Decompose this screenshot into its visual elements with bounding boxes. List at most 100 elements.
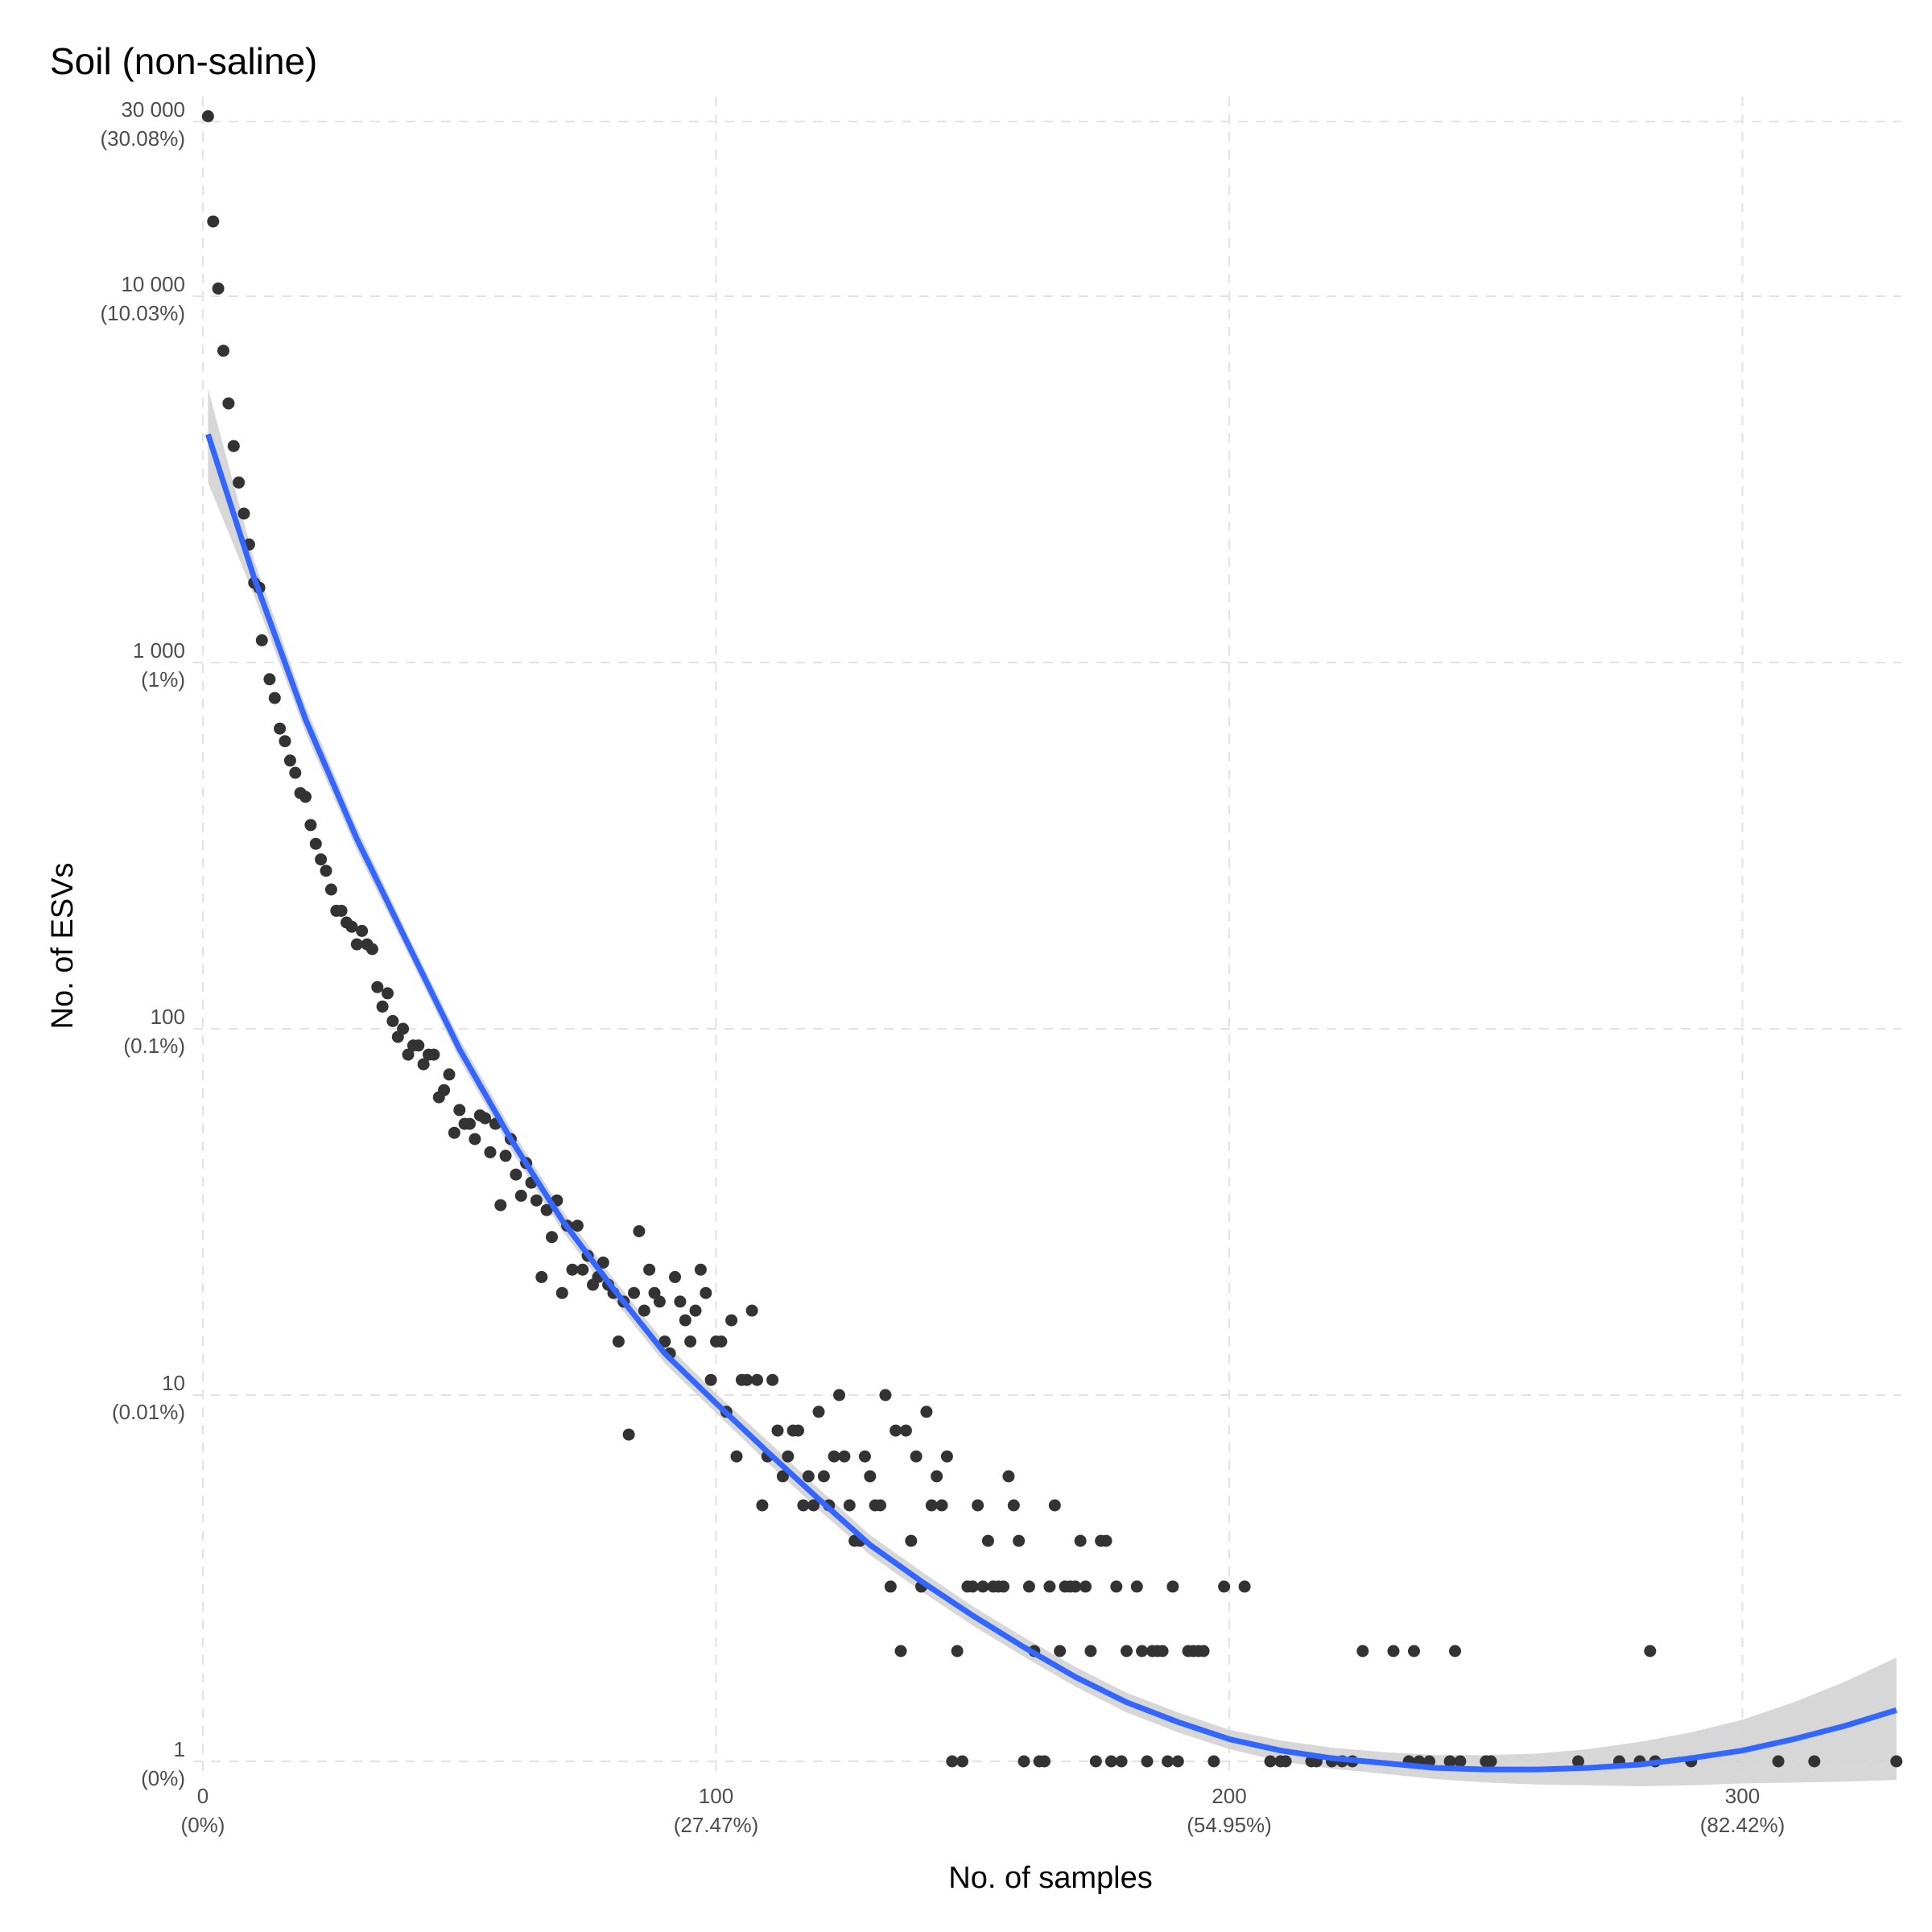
- data-point: [669, 1270, 681, 1283]
- y-tick-sublabel: (0.01%): [112, 1400, 185, 1424]
- data-point: [320, 865, 332, 877]
- data-point: [1197, 1645, 1210, 1657]
- fit-line: [205, 433, 1897, 1773]
- data-point: [997, 1580, 1009, 1593]
- x-tick-sublabel: (27.47%): [674, 1813, 759, 1837]
- data-point: [771, 1424, 784, 1437]
- data-point: [1208, 1755, 1220, 1768]
- data-point: [571, 1220, 584, 1232]
- data-point: [201, 109, 214, 122]
- data-point: [956, 1755, 968, 1768]
- x-axis-title: No. of samples: [948, 1861, 1152, 1895]
- data-point: [628, 1286, 640, 1299]
- y-tick-sublabel: (30.08%): [101, 126, 186, 151]
- data-point: [263, 673, 276, 686]
- data-point: [946, 1755, 959, 1768]
- data-point: [1484, 1755, 1497, 1768]
- data-point: [1166, 1580, 1179, 1593]
- data-point: [417, 1058, 430, 1071]
- data-point: [1156, 1645, 1169, 1657]
- data-point: [910, 1450, 923, 1463]
- data-point: [658, 1335, 671, 1348]
- data-point: [237, 507, 250, 520]
- data-point: [1018, 1755, 1030, 1768]
- data-point: [1408, 1645, 1420, 1657]
- data-point: [1043, 1580, 1056, 1593]
- data-point: [1264, 1755, 1277, 1768]
- data-point: [350, 938, 363, 951]
- data-point: [874, 1499, 886, 1512]
- data-point: [1048, 1499, 1061, 1512]
- data-point: [546, 1231, 558, 1244]
- data-point: [1808, 1755, 1821, 1768]
- data-point: [704, 1373, 717, 1386]
- data-point: [309, 837, 322, 850]
- data-point: [725, 1314, 738, 1327]
- data-point: [899, 1424, 912, 1437]
- data-point: [510, 1168, 522, 1181]
- data-point: [315, 853, 328, 866]
- data-point: [1054, 1645, 1067, 1657]
- x-tick-sublabel: (82.42%): [1700, 1813, 1785, 1837]
- data-point: [694, 1263, 707, 1276]
- data-point: [1002, 1470, 1015, 1483]
- data-point: [940, 1450, 953, 1463]
- data-point: [643, 1263, 656, 1276]
- x-tick-label: 200: [1212, 1784, 1246, 1808]
- data-point: [1013, 1534, 1026, 1547]
- data-point: [792, 1424, 804, 1437]
- data-point: [597, 1256, 609, 1269]
- data-point: [207, 215, 220, 228]
- data-point: [1356, 1645, 1369, 1657]
- y-tick-label: 1 000: [133, 638, 185, 663]
- data-point: [1007, 1499, 1020, 1512]
- data-point: [464, 1117, 476, 1130]
- x-tick-label: 100: [699, 1784, 733, 1808]
- data-point: [255, 634, 268, 646]
- data-point: [741, 1373, 753, 1386]
- data-point: [920, 1406, 933, 1418]
- data-point: [453, 1104, 466, 1117]
- data-point: [782, 1450, 795, 1463]
- data-point: [1069, 1580, 1082, 1593]
- data-point: [833, 1389, 845, 1402]
- data-point: [412, 1039, 425, 1052]
- data-point: [684, 1335, 697, 1348]
- data-point: [689, 1304, 702, 1317]
- data-point: [268, 691, 281, 704]
- data-point: [566, 1263, 579, 1276]
- data-point: [894, 1645, 907, 1657]
- data-point: [797, 1499, 810, 1512]
- data-point: [576, 1263, 589, 1276]
- y-axis-title: No. of ESVs: [46, 863, 80, 1030]
- data-point: [1136, 1645, 1149, 1657]
- data-point: [817, 1470, 830, 1483]
- data-point: [535, 1270, 548, 1283]
- data-point: [345, 920, 358, 933]
- data-point: [812, 1406, 825, 1418]
- data-point: [427, 1048, 440, 1061]
- x-tick-labels: 0 (0%) 100 (27.47%) 200 (54.95%) 300 (82.42%): [181, 1784, 1785, 1837]
- y-tick-sublabel: (1%): [141, 667, 185, 691]
- data-point: [1218, 1580, 1231, 1593]
- data-point: [1080, 1580, 1092, 1593]
- data-point: [514, 1189, 527, 1202]
- data-point: [1644, 1645, 1657, 1657]
- data-point: [935, 1499, 948, 1512]
- x-tick-label: 0: [197, 1784, 208, 1808]
- data-point: [1074, 1534, 1087, 1547]
- data-point: [371, 980, 384, 993]
- data-point: [356, 924, 369, 937]
- data-point: [1110, 1580, 1123, 1593]
- data-point: [304, 819, 317, 832]
- data-point: [386, 1014, 399, 1027]
- data-point: [1100, 1534, 1113, 1547]
- data-point: [443, 1068, 456, 1081]
- confidence-band: [208, 388, 1897, 1787]
- data-point: [843, 1499, 856, 1512]
- x-tick-sublabel: (0%): [181, 1813, 225, 1837]
- data-point: [1089, 1755, 1102, 1768]
- y-tick-label: 1: [174, 1737, 185, 1761]
- data-point: [555, 1286, 568, 1299]
